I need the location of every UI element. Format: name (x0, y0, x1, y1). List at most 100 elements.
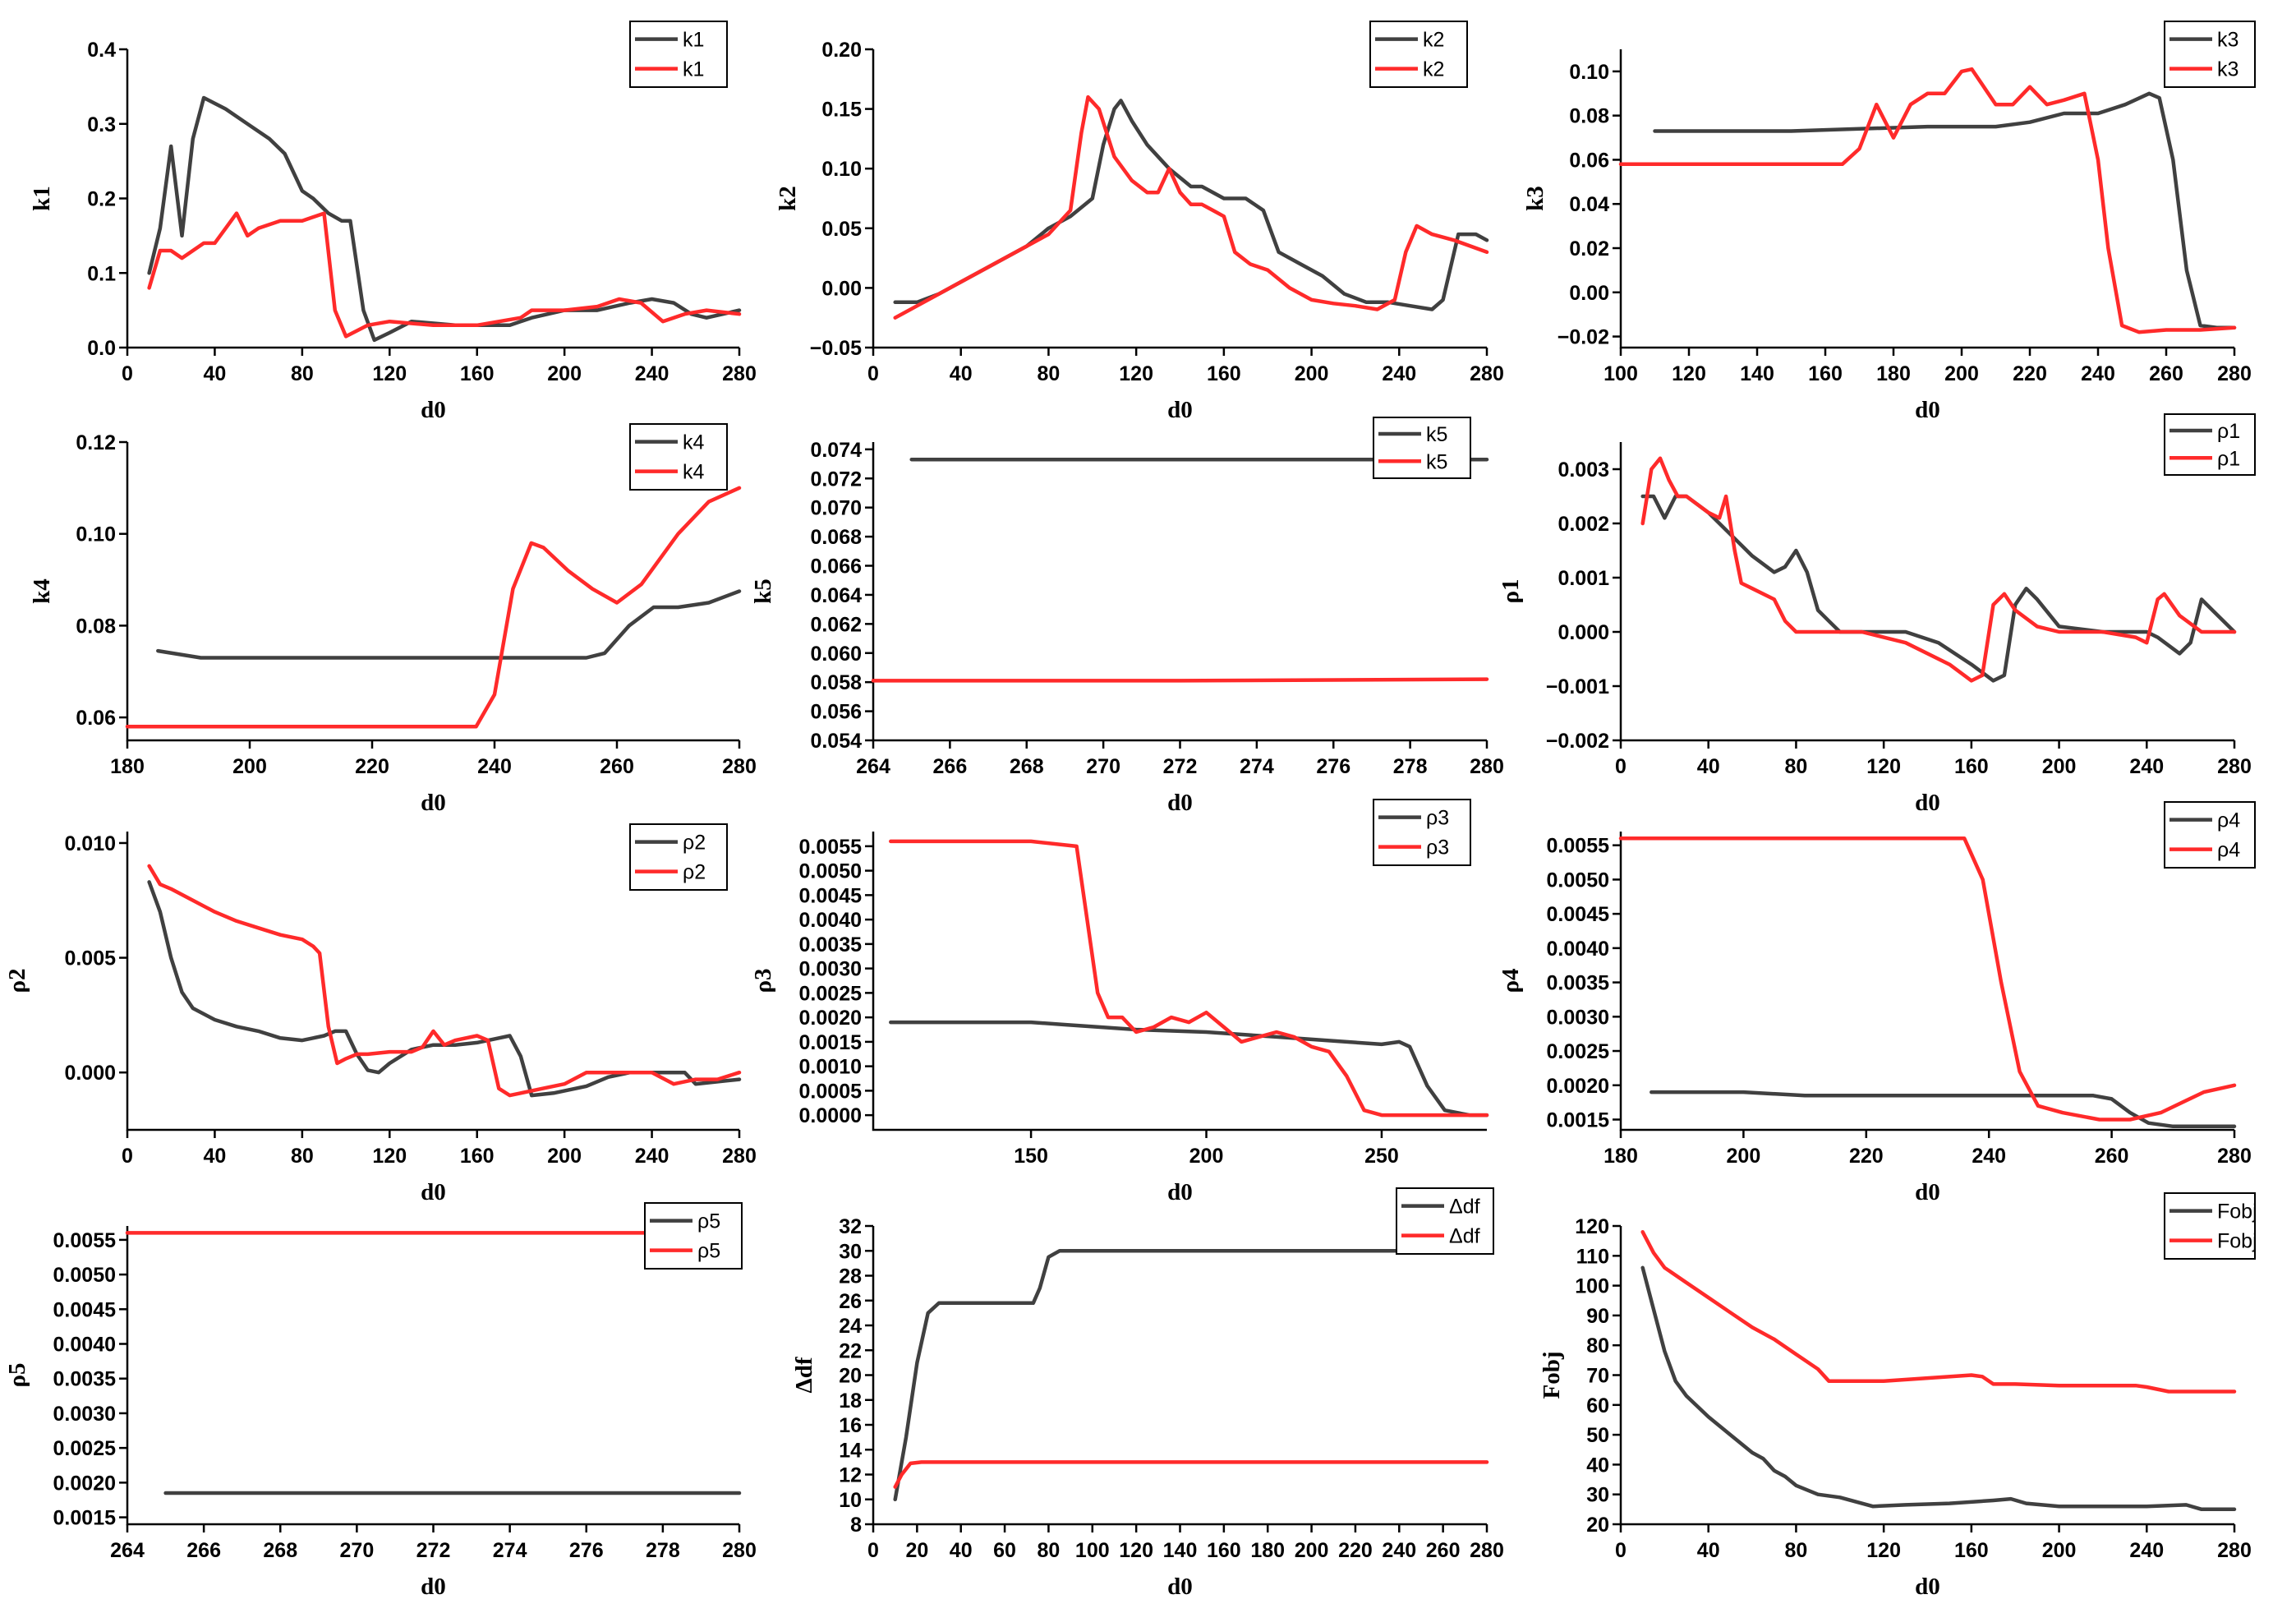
y-tick-label: 0.074 (810, 439, 862, 462)
y-tick-label: 0.3 (87, 113, 116, 136)
x-tick-label: 120 (1672, 362, 1706, 385)
y-axis-title: k5 (750, 578, 776, 604)
y-tick-label: 0.0020 (799, 1007, 862, 1030)
x-tick-label: 0 (867, 1539, 879, 1562)
y-tick-label: −0.001 (1546, 675, 1609, 698)
x-tick-label: 278 (1393, 755, 1428, 778)
series-line-k2-red (893, 94, 1489, 320)
y-axis-title: ρ3 (750, 968, 776, 993)
y-tick-label: 0.0055 (1547, 835, 1610, 858)
y-tick-label: 0.0045 (53, 1298, 117, 1321)
axes-ddf (872, 1226, 1487, 1526)
y-tick-label: 0.06 (76, 707, 116, 730)
axes-fobj (1619, 1226, 2234, 1526)
x-tick-label: 200 (2042, 755, 2077, 778)
legend-box (2164, 21, 2256, 88)
y-tick-label: 10 (839, 1489, 862, 1512)
y-tick-label: 0.0015 (53, 1507, 117, 1530)
legend-label: ρ5 (697, 1210, 720, 1233)
legend-box (2164, 801, 2256, 869)
x-tick-label: 120 (1866, 755, 1901, 778)
y-tick-label: 30 (839, 1240, 862, 1263)
series-line-k4-red (125, 486, 742, 729)
y-tick-label: 0.070 (810, 497, 862, 520)
x-tick-label: 80 (1038, 362, 1061, 385)
x-tick-label: 200 (1295, 1539, 1329, 1562)
x-tick-label: 150 (1014, 1145, 1048, 1168)
legend-label: ρ1 (2217, 447, 2240, 470)
x-axis-title: d0 (421, 397, 446, 423)
legend-box (2164, 1192, 2256, 1260)
x-tick-label: 260 (2095, 1145, 2129, 1168)
x-tick-label: 200 (2042, 1539, 2077, 1562)
legend-label: ρ3 (1426, 807, 1449, 830)
x-tick-label: 160 (1954, 755, 1989, 778)
x-tick-label: 20 (905, 1539, 928, 1562)
y-tick-label: 0.00 (821, 277, 862, 300)
x-tick-label: 160 (460, 362, 495, 385)
x-tick-label: 40 (1697, 1539, 1720, 1562)
x-tick-label: 240 (477, 755, 512, 778)
axes-rho3 (872, 832, 1487, 1131)
x-tick-label: 200 (547, 362, 582, 385)
x-tick-label: 240 (635, 362, 669, 385)
y-tick-label: 70 (1586, 1365, 1609, 1388)
y-tick-label: 0.0040 (1547, 938, 1609, 961)
y-tick-label: 0.15 (821, 99, 862, 122)
x-tick-label: 280 (1470, 362, 1504, 385)
y-tick-label: 0.002 (1558, 513, 1609, 536)
x-tick-label: 250 (1364, 1145, 1399, 1168)
x-tick-label: 80 (291, 362, 314, 385)
y-tick-label: 0.0030 (1547, 1006, 1609, 1029)
x-tick-label: 270 (340, 1539, 375, 1562)
series-line-ddf-black (893, 1249, 1489, 1502)
y-axis-title: ρ2 (4, 968, 30, 993)
y-tick-label: 60 (1586, 1394, 1609, 1417)
x-tick-label: 100 (1604, 362, 1638, 385)
legend-label: ρ3 (1426, 836, 1449, 859)
x-tick-label: 200 (547, 1145, 582, 1168)
y-tick-label: 0.060 (810, 643, 862, 666)
x-tick-label: 40 (1697, 755, 1720, 778)
y-tick-label: 0.054 (810, 730, 862, 753)
y-tick-label: 0.0010 (799, 1056, 862, 1079)
legend-label: ρ4 (2217, 809, 2240, 832)
x-tick-label: 260 (2149, 362, 2183, 385)
y-tick-label: 0.000 (64, 1062, 116, 1085)
y-axis-title: k2 (775, 186, 801, 211)
y-axis-title: k4 (29, 578, 55, 604)
x-tick-label: 40 (204, 362, 227, 385)
chart-ddf: 0 20 40 60 80 100 120 140 160 180 200 220 240 260 280 8… (791, 1187, 1504, 1600)
y-tick-label: 22 (839, 1339, 862, 1362)
legend-label: ρ1 (2217, 420, 2240, 443)
y-axis-title: ρ4 (1498, 968, 1524, 993)
series-line-rho1-red (1640, 456, 2237, 683)
y-axis-title: Δdf (791, 1357, 817, 1393)
legend-label: k2 (1423, 58, 1444, 81)
y-tick-label: 0.0050 (799, 860, 862, 883)
y-tick-label: −0.002 (1546, 730, 1609, 753)
x-tick-label: 180 (110, 755, 145, 778)
y-tick-label: 0.000 (1558, 621, 1609, 644)
series-line-k5-red (871, 677, 1489, 683)
series-line-fobj-red (1640, 1230, 2237, 1394)
x-tick-label: 180 (1250, 1539, 1285, 1562)
y-tick-label: 0.0035 (799, 933, 863, 956)
y-tick-label: 0.00 (1569, 282, 1609, 305)
axes-k5 (872, 442, 1487, 742)
x-axis-title: d0 (1915, 1179, 1940, 1205)
series-line-k3-red (1618, 67, 2237, 334)
chart-rho1: 0 40 80 120 160 200 240 280 −0.002 −0.001 0.000 0.0… (1498, 413, 2256, 816)
y-tick-label: 0.0045 (1547, 903, 1610, 926)
x-tick-label: 40 (950, 362, 973, 385)
y-tick-label: 0.20 (821, 39, 862, 62)
chart-k1: 0 40 80 120 160 200 240 2800.00.10.20.30.4d0k1k… (29, 21, 757, 423)
legend-box (1373, 799, 1471, 866)
y-tick-label: 0.058 (810, 671, 862, 694)
axes-rho4 (1619, 832, 2234, 1131)
legend-label: ρ2 (683, 832, 706, 855)
x-tick-label: 280 (2217, 755, 2252, 778)
y-tick-label: 50 (1586, 1424, 1609, 1447)
legend-label: k3 (2217, 29, 2238, 52)
x-tick-label: 280 (1470, 1539, 1504, 1562)
